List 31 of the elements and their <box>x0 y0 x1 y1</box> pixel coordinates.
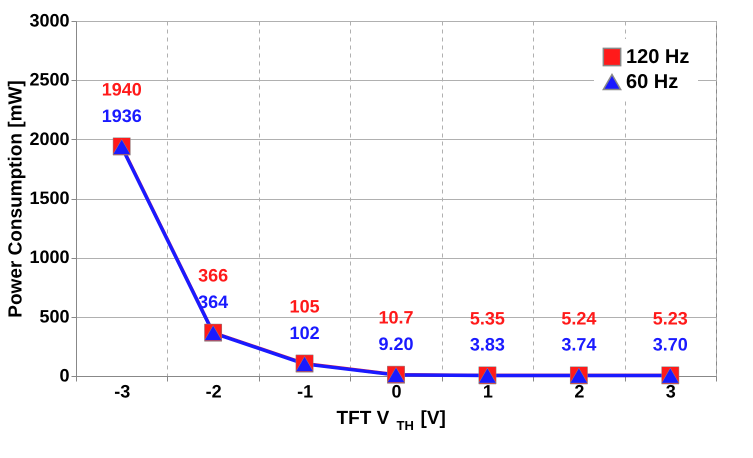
x-tick-label: -1 <box>297 382 314 402</box>
y-axis-title: Power Consumption [mW] <box>5 80 26 318</box>
data-label: 5.24 <box>561 308 596 328</box>
x-tick-label: -3 <box>114 382 130 402</box>
data-label: 102 <box>290 322 320 343</box>
x-tick-label: 1 <box>482 382 493 402</box>
y-tick-label: 0 <box>59 366 70 386</box>
data-label: 3.74 <box>561 334 596 355</box>
data-label: 10.7 <box>378 308 414 328</box>
y-tick-label: 500 <box>39 306 70 326</box>
y-tick-label: 1000 <box>29 247 70 268</box>
x-tick-label: -2 <box>206 382 222 402</box>
legend-label: 120 Hz <box>626 46 690 68</box>
legend-label: 60 Hz <box>626 71 678 93</box>
x-tick-label: 2 <box>574 382 584 402</box>
data-label: 3.83 <box>470 334 505 355</box>
y-tick-label: 1500 <box>29 188 70 208</box>
x-tick-label: 3 <box>666 382 676 402</box>
y-tick-label: 2000 <box>29 128 70 149</box>
y-tick-label: 2500 <box>29 70 70 90</box>
data-label: 5.23 <box>652 308 688 328</box>
data-label: 9.20 <box>378 334 414 354</box>
data-label: 5.35 <box>470 308 505 328</box>
x-tick-label: 0 <box>391 382 402 402</box>
data-label: 105 <box>290 296 320 317</box>
data-label: 364 <box>198 292 228 312</box>
data-label: 1936 <box>102 106 142 126</box>
data-label: 1940 <box>102 79 142 100</box>
data-label: 366 <box>198 266 228 286</box>
data-label: 3.70 <box>652 334 688 355</box>
y-tick-label: 3000 <box>29 10 70 30</box>
